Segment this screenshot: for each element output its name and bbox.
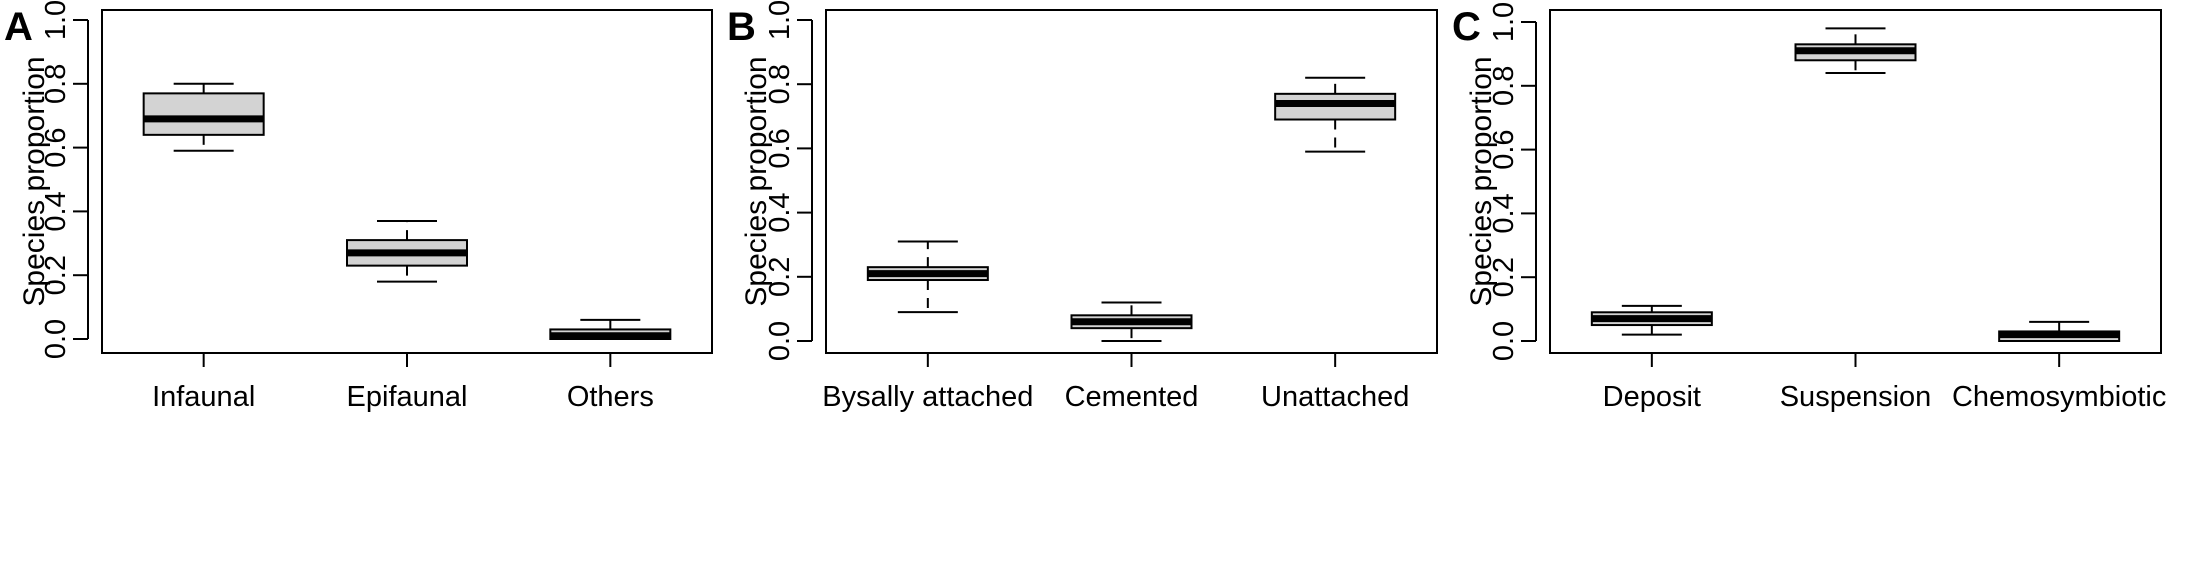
y-axis-label: Species proportion: [740, 56, 773, 306]
panel-a: A 0.0 0.2 0.4 0.6 0.8 1.0 Species proportion Inf…: [4, 0, 713, 413]
panel-c: C 0.0 0.2 0.4 0.6 0.8 1.0 Species proportion Dep…: [1452, 2, 2166, 413]
y-tick-label: 0.6: [1488, 129, 1520, 169]
x-category-label: Infaunal: [152, 381, 255, 413]
x-category-label: Deposit: [1603, 381, 1701, 413]
y-tick-label: 0.0: [1488, 321, 1520, 361]
panel-letter: B: [727, 5, 756, 49]
y-tick-label: 0.8: [40, 64, 72, 104]
boxplot-deposit: [1590, 304, 1713, 336]
y-axis-label: Species proportion: [18, 56, 51, 306]
y-tick-label: 0.4: [764, 192, 796, 232]
y-tick-label: 0.0: [40, 319, 72, 359]
y-tick-label: 0.2: [764, 257, 796, 297]
y-tick-label: 0.4: [1488, 193, 1520, 233]
panel-letter: A: [4, 5, 33, 49]
x-category-label: Suspension: [1780, 381, 1932, 413]
x-category-label: Unattached: [1261, 381, 1409, 413]
boxplot-infaunal: [142, 82, 265, 152]
x-category-label: Others: [567, 381, 654, 413]
y-tick-label: 1.0: [40, 0, 72, 40]
boxplot-cemented: [1070, 301, 1193, 342]
x-category-label: Cemented: [1065, 381, 1199, 413]
x-category-label: Bysally attached: [822, 381, 1033, 413]
plot-frame: [101, 9, 713, 354]
y-tick-label: 0.8: [764, 64, 796, 104]
y-tick-label: 1.0: [1488, 2, 1520, 42]
y-tick-label: 0.8: [1488, 66, 1520, 106]
boxplot-unattached: [1274, 76, 1397, 153]
y-tick-label: 1.0: [764, 0, 796, 40]
y-tick-label: 0.2: [40, 255, 72, 295]
y-tick-label: 0.6: [764, 128, 796, 168]
y-tick-label: 0.0: [764, 321, 796, 361]
y-tick-label: 0.6: [40, 127, 72, 167]
x-category-label: Chemosymbiotic: [1952, 381, 2166, 413]
boxplot-chemosymbiotic: [1998, 320, 2121, 342]
panel-letter: C: [1452, 5, 1481, 49]
x-category-label: Epifaunal: [347, 381, 468, 413]
iqr-box: [142, 92, 265, 136]
boxplot-bysally-attached: [866, 240, 989, 314]
y-tick-label: 0.2: [1488, 257, 1520, 297]
panel-b: B 0.0 0.2 0.4 0.6 0.8 1.0 Species proportion Bys…: [727, 0, 1438, 413]
y-tick-label: 0.4: [40, 191, 72, 231]
boxplot-others: [549, 318, 672, 340]
boxplot-suspension: [1794, 27, 1917, 75]
y-axis-label: Species proportion: [1465, 56, 1498, 306]
boxplot-epifaunal: [346, 219, 468, 283]
